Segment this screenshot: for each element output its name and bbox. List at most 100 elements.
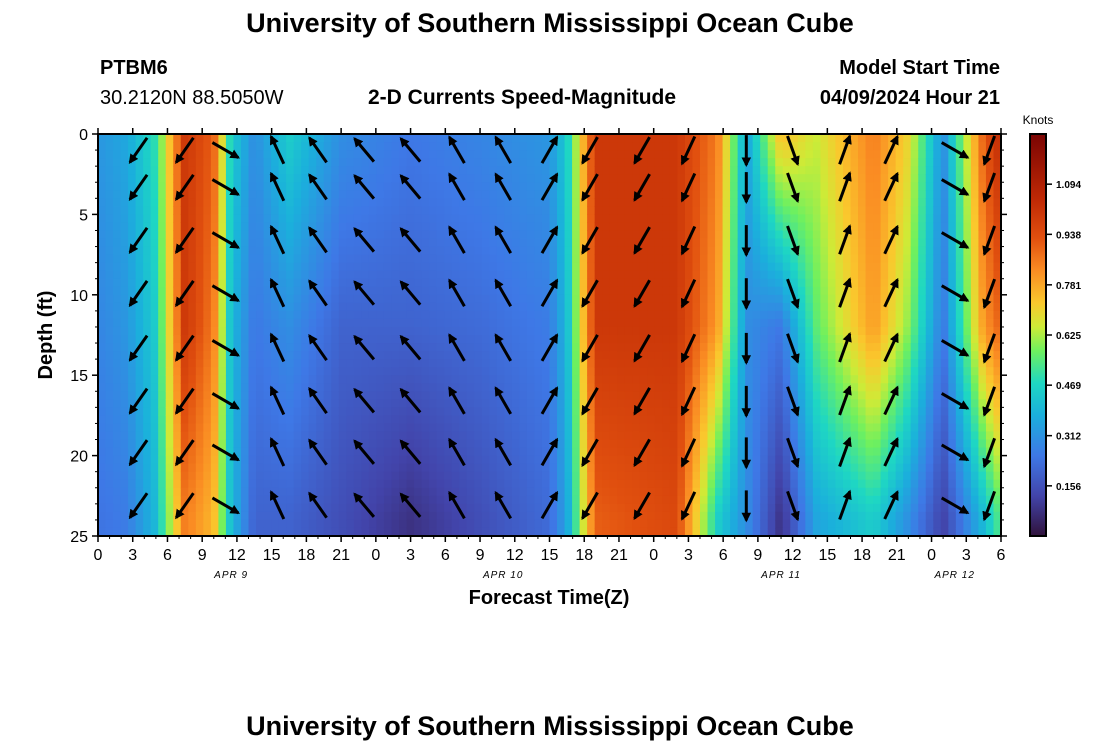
- heat-cell: [113, 495, 122, 505]
- heat-cell: [662, 431, 671, 441]
- heat-cell: [391, 150, 400, 159]
- heat-cell: [669, 182, 679, 191]
- heat-cell: [677, 182, 686, 191]
- heat-cell: [730, 391, 739, 400]
- heat-cell: [782, 190, 791, 199]
- heat-cell: [730, 431, 739, 441]
- heat-cell: [301, 182, 310, 191]
- heat-cell: [98, 142, 107, 151]
- heat-cell: [790, 286, 799, 296]
- heat-cell: [564, 302, 573, 312]
- heat-cell: [436, 310, 445, 320]
- heat-cell: [564, 238, 573, 248]
- heat-cell: [225, 166, 235, 175]
- heat-cell: [760, 310, 769, 320]
- heat-cell: [624, 479, 633, 489]
- heat-cell: [180, 222, 189, 232]
- heat-cell: [278, 431, 287, 441]
- heat-cell: [782, 375, 791, 384]
- heat-cell: [233, 431, 242, 441]
- heat-cell: [797, 150, 806, 159]
- heat-cell: [338, 166, 347, 175]
- heat-cell: [677, 134, 686, 143]
- heat-cell: [421, 206, 430, 215]
- heat-cell: [466, 174, 475, 183]
- heat-cell: [617, 310, 626, 320]
- heat-cell: [240, 294, 250, 304]
- heat-cell: [293, 335, 302, 344]
- heat-cell: [730, 503, 739, 513]
- heat-cell: [105, 302, 114, 312]
- heat-cell: [654, 367, 663, 376]
- heat-cell: [587, 367, 596, 376]
- heat-cell: [489, 254, 498, 264]
- heat-cell: [278, 383, 287, 392]
- heat-cell: [587, 423, 596, 433]
- heat-cell: [113, 479, 122, 489]
- heat-cell: [143, 367, 152, 376]
- heat-cell: [143, 174, 152, 183]
- heat-cell: [158, 254, 167, 264]
- heat-cell: [203, 375, 212, 384]
- heat-cell: [158, 423, 167, 433]
- heat-cell: [406, 495, 415, 505]
- heat-cell: [474, 190, 483, 199]
- heat-cell: [120, 326, 129, 336]
- heat-cell: [737, 527, 746, 536]
- heat-cell: [767, 447, 776, 457]
- heat-cell: [248, 367, 257, 376]
- heat-cell: [805, 198, 814, 207]
- heat-cell: [594, 214, 603, 224]
- heat-cell: [143, 503, 152, 513]
- heat-cell: [707, 351, 716, 360]
- heat-cell: [399, 431, 408, 441]
- heat-cell: [421, 286, 430, 296]
- heat-cell: [180, 142, 189, 151]
- heat-cell: [233, 423, 242, 433]
- heat-cell: [135, 238, 144, 248]
- heat-cell: [399, 407, 408, 416]
- heat-cell: [594, 198, 603, 207]
- heat-cell: [557, 463, 566, 473]
- heat-cell: [210, 190, 220, 199]
- heat-cell: [820, 367, 829, 376]
- heat-cell: [549, 343, 558, 352]
- heat-cell: [842, 423, 852, 433]
- heat-cell: [707, 142, 716, 151]
- heat-cell: [715, 182, 724, 191]
- heat-cell: [579, 214, 588, 224]
- heat-cell: [240, 351, 250, 360]
- heat-cell: [775, 326, 784, 336]
- heat-cell: [436, 286, 445, 296]
- heat-cell: [128, 495, 137, 505]
- heat-cell: [564, 399, 573, 408]
- heat-cell: [504, 431, 513, 441]
- heat-cell: [496, 519, 505, 529]
- heat-cell: [466, 302, 475, 312]
- heat-cell: [647, 527, 656, 536]
- heat-cell: [541, 407, 551, 416]
- heat-cell: [203, 238, 212, 248]
- heat-cell: [654, 335, 663, 344]
- heat-cell: [240, 335, 250, 344]
- heat-cell: [165, 318, 174, 328]
- heat-cell: [128, 318, 137, 328]
- heat-cell: [782, 415, 791, 425]
- heat-cell: [557, 326, 566, 336]
- heat-cell: [459, 302, 468, 312]
- heat-cell: [195, 335, 204, 344]
- heat-cell: [835, 310, 844, 320]
- heat-cell: [654, 511, 663, 521]
- heat-cell: [278, 519, 287, 529]
- heat-cell: [669, 286, 679, 296]
- heat-cell: [331, 254, 340, 264]
- heat-cell: [225, 383, 235, 392]
- heat-cell: [526, 214, 536, 224]
- heat-cell: [519, 519, 528, 529]
- heat-cell: [316, 302, 325, 312]
- heat-cell: [353, 238, 362, 248]
- heat-cell: [188, 479, 197, 489]
- heat-cell: [504, 270, 513, 280]
- heat-cell: [707, 198, 716, 207]
- heat-cell: [835, 471, 844, 481]
